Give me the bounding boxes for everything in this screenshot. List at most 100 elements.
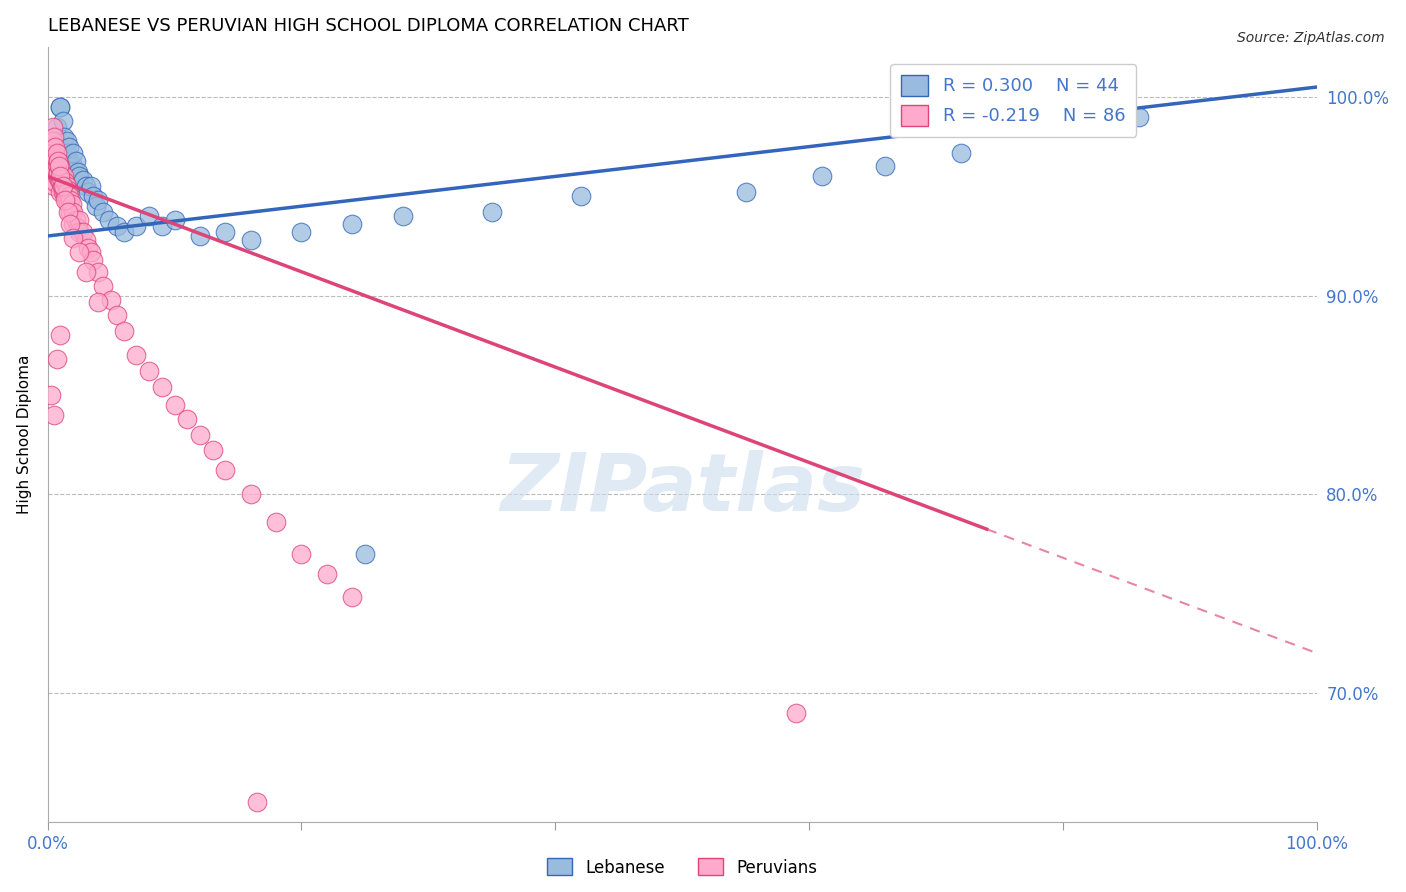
Point — [315, 566, 337, 581]
Y-axis label: High School Diploma: High School Diploma — [17, 355, 32, 515]
Point — [56, 205, 79, 219]
Point — [46, 153, 69, 168]
Point — [138, 364, 160, 378]
Point — [52, 113, 75, 128]
Point — [75, 179, 97, 194]
Point — [44, 150, 66, 164]
Point — [53, 129, 76, 144]
Point — [82, 189, 104, 203]
Point — [785, 706, 807, 720]
Point — [59, 193, 82, 207]
Point — [55, 179, 77, 194]
Point — [569, 189, 592, 203]
Point — [163, 213, 186, 227]
Point — [67, 169, 90, 184]
Point — [100, 293, 122, 307]
Text: LEBANESE VS PERUVIAN HIGH SCHOOL DIPLOMA CORRELATION CHART: LEBANESE VS PERUVIAN HIGH SCHOOL DIPLOMA… — [48, 17, 689, 35]
Point — [950, 145, 973, 160]
Point — [93, 278, 115, 293]
Point — [392, 209, 415, 223]
Point — [49, 186, 72, 200]
Point — [41, 150, 63, 164]
Point — [58, 153, 80, 168]
Point — [354, 547, 377, 561]
Point — [42, 179, 65, 194]
Point — [65, 213, 87, 227]
Point — [875, 160, 897, 174]
Point — [82, 252, 104, 267]
Point — [55, 193, 77, 207]
Point — [93, 205, 115, 219]
Point — [44, 139, 66, 153]
Text: ZIPatlas: ZIPatlas — [499, 450, 865, 528]
Point — [188, 427, 211, 442]
Point — [62, 231, 84, 245]
Point — [138, 209, 160, 223]
Point — [214, 225, 236, 239]
Point — [53, 169, 76, 184]
Point — [48, 160, 70, 174]
Point — [49, 173, 72, 187]
Point — [97, 213, 120, 227]
Point — [41, 139, 63, 153]
Point — [340, 217, 363, 231]
Point — [176, 411, 198, 425]
Point — [150, 380, 173, 394]
Point — [60, 197, 83, 211]
Point — [150, 219, 173, 233]
Point — [67, 165, 90, 179]
Point — [41, 388, 63, 402]
Point — [55, 189, 77, 203]
Point — [59, 205, 82, 219]
Point — [188, 229, 211, 244]
Point — [45, 120, 67, 134]
Point — [41, 160, 63, 174]
Point — [65, 153, 87, 168]
Point — [58, 139, 80, 153]
Point — [67, 213, 90, 227]
Point — [112, 324, 135, 338]
Point — [214, 463, 236, 477]
Point — [77, 186, 100, 200]
Point — [45, 352, 67, 367]
Point — [51, 179, 73, 194]
Point — [44, 175, 66, 189]
Point — [42, 153, 65, 168]
Point — [72, 225, 94, 239]
Point — [87, 294, 110, 309]
Point — [125, 348, 148, 362]
Point — [42, 165, 65, 179]
Point — [264, 515, 287, 529]
Point — [48, 160, 70, 174]
Point — [163, 398, 186, 412]
Point — [42, 129, 65, 144]
Point — [62, 160, 84, 174]
Point — [56, 197, 79, 211]
Point — [87, 265, 110, 279]
Point — [41, 120, 63, 134]
Point — [72, 173, 94, 187]
Point — [55, 175, 77, 189]
Point — [77, 241, 100, 255]
Point — [112, 225, 135, 239]
Point — [59, 217, 82, 231]
Point — [87, 193, 110, 207]
Point — [340, 591, 363, 605]
Point — [46, 165, 69, 179]
Point — [55, 145, 77, 160]
Point — [239, 233, 262, 247]
Point — [41, 134, 63, 148]
Point — [55, 134, 77, 148]
Point — [239, 487, 262, 501]
Point — [62, 145, 84, 160]
Point — [52, 179, 75, 194]
Point — [67, 225, 90, 239]
Point — [49, 328, 72, 343]
Point — [810, 169, 832, 184]
Point — [107, 219, 129, 233]
Point — [52, 173, 75, 187]
Point — [52, 186, 75, 200]
Point — [41, 145, 63, 160]
Point — [80, 244, 103, 259]
Point — [290, 547, 312, 561]
